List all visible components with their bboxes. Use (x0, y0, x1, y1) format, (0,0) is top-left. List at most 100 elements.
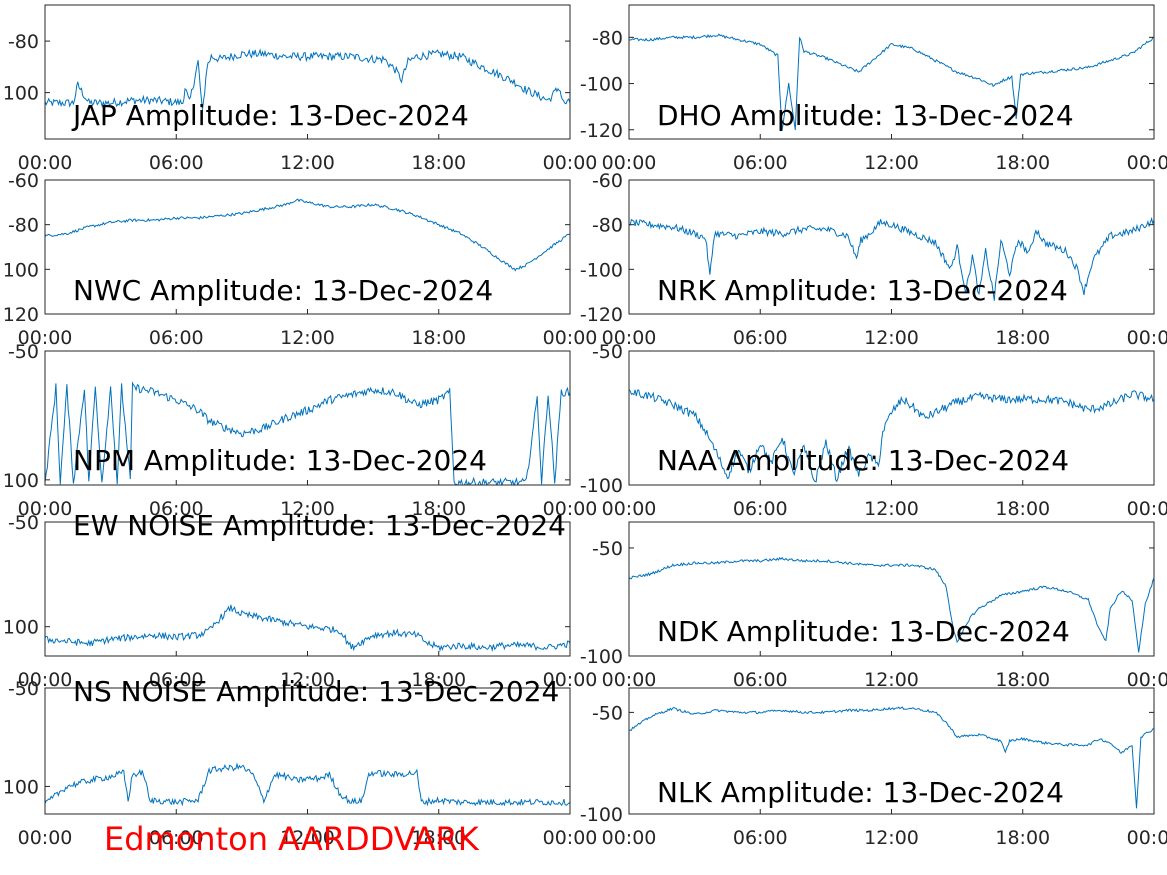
station-footer-label: Edmonton AARDDVARK (104, 820, 479, 858)
x-tick-label: 18:00 (995, 827, 1050, 849)
x-tick-label: 00:00 (543, 498, 598, 520)
x-tick-label: 12:00 (280, 669, 335, 691)
amplitude-series-line (629, 216, 1154, 301)
x-tick-label: 18:00 (995, 152, 1050, 174)
x-tick-label: 18:00 (995, 327, 1050, 349)
y-tick-label: -50 (592, 538, 623, 560)
panel-2: -80-100-12000:0006:0012:0018:0000:00DHO … (580, 4, 1167, 174)
x-tick-label: 00:00 (18, 152, 73, 174)
x-tick-label: 18:00 (411, 498, 466, 520)
x-tick-label: 12:00 (280, 152, 335, 174)
x-tick-label: 12:00 (864, 827, 919, 849)
amplitude-series-line (629, 389, 1154, 483)
y-tick-label: -50 (8, 678, 39, 700)
x-tick-label: 12:00 (864, 669, 919, 691)
amplitude-series-line (45, 198, 570, 272)
y-tick-label: -50 (592, 702, 623, 724)
x-tick-label: 18:00 (411, 327, 466, 349)
panel-title: DHO Amplitude: 13-Dec-2024 (657, 99, 1074, 132)
y-tick-label: 100 (3, 617, 39, 639)
y-tick-label: 100 (3, 776, 39, 798)
amplitude-series-line (45, 762, 570, 807)
x-tick-label: 00:00 (1127, 498, 1167, 520)
panel-title: NAA Amplitude: 13-Dec-2024 (657, 444, 1069, 477)
x-tick-label: 00:00 (602, 152, 657, 174)
y-tick-label: -100 (580, 475, 623, 497)
x-tick-label: 00:00 (543, 827, 598, 849)
x-tick-label: 00:00 (602, 327, 657, 349)
x-tick-label: 06:00 (733, 498, 788, 520)
x-tick-label: 06:00 (149, 827, 204, 849)
x-tick-label: 00:00 (18, 327, 73, 349)
x-tick-label: 06:00 (149, 498, 204, 520)
y-tick-label: -60 (8, 170, 39, 192)
x-tick-label: 00:00 (18, 669, 73, 691)
x-tick-label: 00:00 (602, 669, 657, 691)
y-tick-label: -100 (580, 646, 623, 668)
panel-7: -50 100 00:00 06:00 12:00 18:00 00:00 EW NOISE … (3, 509, 598, 691)
x-tick-label: 00:00 (1127, 327, 1167, 349)
x-tick-label: 06:00 (149, 669, 204, 691)
y-tick-label: -100 (580, 259, 623, 281)
x-tick-label: 00:00 (18, 827, 73, 849)
x-tick-label: 00:00 (1127, 669, 1167, 691)
x-tick-label: 18:00 (411, 827, 466, 849)
x-tick-label: 06:00 (733, 152, 788, 174)
panel-title: NS NOISE Amplitude: 13-Dec-2024 (73, 675, 559, 708)
x-tick-label: 00:00 (1127, 827, 1167, 849)
x-tick-label: 00:00 (543, 152, 598, 174)
y-tick-label: 100 (3, 83, 39, 105)
x-tick-label: 12:00 (864, 152, 919, 174)
x-tick-label: 06:00 (733, 827, 788, 849)
x-tick-label: 06:00 (149, 152, 204, 174)
x-tick-label: 12:00 (280, 327, 335, 349)
y-tick-label: 100 (3, 470, 39, 492)
amplitude-series-line (629, 556, 1154, 653)
amplitude-series-line (629, 706, 1154, 809)
x-tick-label: 12:00 (864, 327, 919, 349)
y-tick-label: -50 (592, 341, 623, 363)
panel-title: NLK Amplitude: 13-Dec-2024 (657, 776, 1064, 809)
panel-title: NRK Amplitude: 13-Dec-2024 (657, 274, 1068, 307)
x-tick-label: 00:00 (543, 327, 598, 349)
x-tick-label: 12:00 (864, 498, 919, 520)
x-tick-label: 18:00 (411, 152, 466, 174)
x-tick-label: 00:00 (602, 498, 657, 520)
x-tick-label: 06:00 (149, 327, 204, 349)
panel-9: -50 100 00:00 06:00 12:00 18:00 00:00 NS NOISE … (3, 675, 598, 849)
x-tick-label: 06:00 (733, 669, 788, 691)
x-tick-label: 00:00 (543, 669, 598, 691)
y-tick-label: -120 (580, 120, 623, 142)
panel-title: JAP Amplitude: 13-Dec-2024 (71, 99, 469, 132)
panel-title: NWC Amplitude: 13-Dec-2024 (73, 274, 493, 307)
x-tick-label: 00:00 (18, 498, 73, 520)
y-tick-label: 100 (3, 259, 39, 281)
x-tick-label: 00:00 (602, 827, 657, 849)
panel-title: NDK Amplitude: 13-Dec-2024 (657, 615, 1070, 648)
x-tick-label: 18:00 (995, 498, 1050, 520)
y-tick-label: -100 (580, 74, 623, 96)
y-tick-label: -50 (8, 341, 39, 363)
y-tick-label: -60 (592, 170, 623, 192)
y-tick-label: -100 (580, 804, 623, 826)
amplitude-series-line (629, 33, 1154, 131)
x-tick-label: 18:00 (995, 669, 1050, 691)
x-tick-label: 12:00 (280, 498, 335, 520)
x-tick-label: 00:00 (1127, 152, 1167, 174)
y-tick-label: -50 (8, 512, 39, 534)
y-tick-label: -80 (592, 215, 623, 237)
panel-4: -60-80-100-12000:0006:0012:0018:0000:00N… (580, 170, 1167, 349)
x-tick-label: 12:00 (280, 827, 335, 849)
x-tick-label: 06:00 (733, 327, 788, 349)
panel-1: -80 100 00:00 06:00 12:00 18:00 00:00 JAP Ampli… (3, 4, 598, 174)
y-tick-label: -80 (8, 31, 39, 53)
amplitude-series-line (45, 604, 570, 652)
amplitude-series-line (45, 48, 570, 110)
y-tick-label: 120 (3, 304, 39, 326)
